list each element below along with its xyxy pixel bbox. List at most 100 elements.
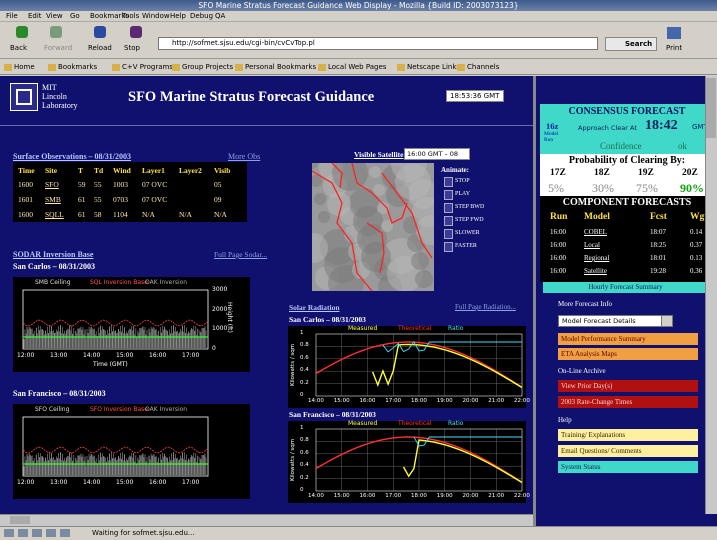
section-title[interactable]: Surface Observations – 08/31/2003 bbox=[13, 152, 131, 161]
x-tick-label: 21:00 bbox=[488, 398, 504, 404]
menu-item[interactable]: Go bbox=[70, 12, 80, 20]
x-tick-label: 15:00 bbox=[116, 352, 133, 359]
toolbar-button[interactable]: Forward bbox=[44, 44, 72, 52]
legend-entry: OAK Inversion bbox=[145, 279, 187, 286]
section-title[interactable]: Solar Radiation bbox=[289, 303, 340, 312]
y-tick-label: 0.6 bbox=[300, 355, 309, 361]
y-tick-label: 3000 bbox=[212, 286, 227, 293]
print-button[interactable]: Print bbox=[666, 44, 682, 52]
anim-button-label[interactable]: SLOWER bbox=[455, 230, 480, 236]
anim-button-label[interactable]: PLAY bbox=[455, 191, 470, 197]
link-button-label[interactable]: View Prior Day(s) bbox=[561, 382, 612, 390]
component-header: Model bbox=[584, 212, 610, 222]
menu-item[interactable]: Debug bbox=[190, 12, 213, 20]
logo-text: Lincoln bbox=[42, 92, 67, 101]
anim-button[interactable] bbox=[444, 216, 453, 226]
link-button-label[interactable]: ETA Analysis Maps bbox=[561, 350, 617, 358]
anim-button[interactable] bbox=[444, 242, 453, 252]
link[interactable]: Full Page Sodar... bbox=[214, 250, 267, 259]
bookmark[interactable]: Local Web Pages bbox=[328, 63, 386, 71]
x-tick-label: 15:00 bbox=[334, 398, 350, 404]
anim-button-label[interactable]: FASTER bbox=[455, 243, 477, 249]
toolbar-button[interactable]: Back bbox=[10, 44, 27, 52]
bookmark[interactable]: Personal Bookmarks bbox=[245, 63, 316, 71]
clock: 18:53:36 GMT bbox=[450, 92, 499, 100]
component-cell[interactable]: Regional bbox=[584, 254, 609, 262]
link-button-label[interactable]: Email Questions/ Comments bbox=[561, 447, 642, 455]
menu-item[interactable]: QA bbox=[215, 12, 225, 20]
toolbar-icon bbox=[50, 26, 62, 38]
probability-value: 90% bbox=[680, 181, 704, 196]
component-cell[interactable]: Satellite bbox=[584, 267, 607, 275]
y-tick-label: 0.4 bbox=[300, 367, 309, 373]
table-cell: N/A bbox=[142, 210, 155, 219]
x-tick-label: 18:00 bbox=[411, 493, 427, 499]
bookmark-icon bbox=[457, 64, 465, 71]
probability-value: 30% bbox=[592, 181, 614, 196]
legend-entry: Ratio bbox=[448, 420, 463, 427]
link[interactable]: Full Page Radiation... bbox=[455, 303, 516, 311]
bookmark[interactable]: Channels bbox=[467, 63, 499, 71]
forecast-select-text[interactable]: Model Forecast Details bbox=[562, 317, 636, 325]
table-cell: 09 bbox=[214, 195, 222, 204]
legend-entry: Ratio bbox=[448, 325, 463, 332]
component-cell[interactable]: Local bbox=[584, 241, 600, 249]
toolbar-button[interactable]: Stop bbox=[124, 44, 140, 52]
x-tick-label: 13:00 bbox=[50, 479, 67, 486]
anim-button-label[interactable]: STEP BWD bbox=[455, 204, 484, 210]
table-cell[interactable]: SQLL bbox=[45, 210, 64, 219]
hourly-label[interactable]: Hourly Forecast Summary bbox=[543, 283, 708, 291]
select-arrow[interactable] bbox=[661, 316, 672, 326]
menu-item[interactable]: Window bbox=[142, 12, 170, 20]
table-cell: 1600 bbox=[18, 210, 33, 219]
component-cell[interactable]: COBEL bbox=[584, 228, 607, 236]
url-text[interactable]: http://sofmet.sjsu.edu/cgi-bin/cvCvTop.p… bbox=[172, 39, 315, 47]
anim-button[interactable] bbox=[444, 229, 453, 239]
section-title[interactable]: Visible Satellite bbox=[354, 150, 404, 159]
link[interactable]: More Obs bbox=[228, 152, 260, 161]
y-tick-label: 1000 bbox=[212, 325, 227, 332]
anim-button-label[interactable]: STEP FWD bbox=[455, 217, 484, 223]
menu-item[interactable]: Edit bbox=[28, 12, 42, 20]
table-cell[interactable]: SMB bbox=[45, 195, 61, 204]
probability-header: 20Z bbox=[682, 168, 698, 178]
toolbar-button[interactable]: Reload bbox=[88, 44, 112, 52]
v-scrollbar bbox=[705, 76, 717, 514]
menu-item[interactable]: Tools bbox=[122, 12, 139, 20]
x-tick-label: 16:00 bbox=[360, 398, 376, 404]
bookmark[interactable]: C+V Programs bbox=[122, 63, 173, 71]
probability-title: Probability of Clearing By: bbox=[540, 155, 714, 166]
menu-item[interactable]: View bbox=[46, 12, 63, 20]
bookmark[interactable]: Group Projects bbox=[182, 63, 233, 71]
x-tick-label: 16:00 bbox=[149, 352, 166, 359]
table-cell[interactable]: SFO bbox=[45, 180, 59, 189]
menu-item[interactable]: File bbox=[6, 12, 18, 20]
y-axis-label: Kilowatts / sqm bbox=[290, 439, 296, 481]
section-title[interactable]: SODAR Inversion Base bbox=[13, 250, 93, 259]
link-button-label[interactable]: Model Performance Summary bbox=[561, 335, 646, 343]
table-cell: 59 bbox=[78, 180, 86, 189]
link-button-label[interactable]: System Status bbox=[561, 463, 600, 471]
bookmark[interactable]: Bookmarks bbox=[58, 63, 97, 71]
bookmark-icon bbox=[397, 64, 405, 71]
legend-entry: Measured bbox=[348, 420, 377, 427]
menu-item[interactable]: Help bbox=[170, 12, 186, 20]
anim-button-label[interactable]: STOP bbox=[455, 178, 470, 184]
bookmark[interactable]: Netscape Links bbox=[407, 63, 460, 71]
confidence-value: ok bbox=[678, 141, 687, 151]
table-cell: 0703 bbox=[113, 195, 128, 204]
time-select-text[interactable]: 16:00 GMT – 08 bbox=[407, 150, 458, 158]
link-button-label[interactable]: Training/ Explanations bbox=[561, 431, 625, 439]
bookmark-icon bbox=[235, 64, 243, 71]
link-button-label[interactable]: 2003 Rate-Change Times bbox=[561, 398, 632, 406]
anim-button[interactable] bbox=[444, 203, 453, 213]
h-scrollbar bbox=[0, 514, 533, 526]
anim-button[interactable] bbox=[444, 177, 453, 187]
component-cell: 16:00 bbox=[550, 228, 566, 236]
bookmark-icon bbox=[318, 64, 326, 71]
search-label[interactable]: Search bbox=[625, 40, 652, 48]
y-tick-label: 0.8 bbox=[300, 437, 309, 443]
separator bbox=[0, 125, 533, 126]
bookmark[interactable]: Home bbox=[14, 63, 35, 71]
anim-button[interactable] bbox=[444, 190, 453, 200]
